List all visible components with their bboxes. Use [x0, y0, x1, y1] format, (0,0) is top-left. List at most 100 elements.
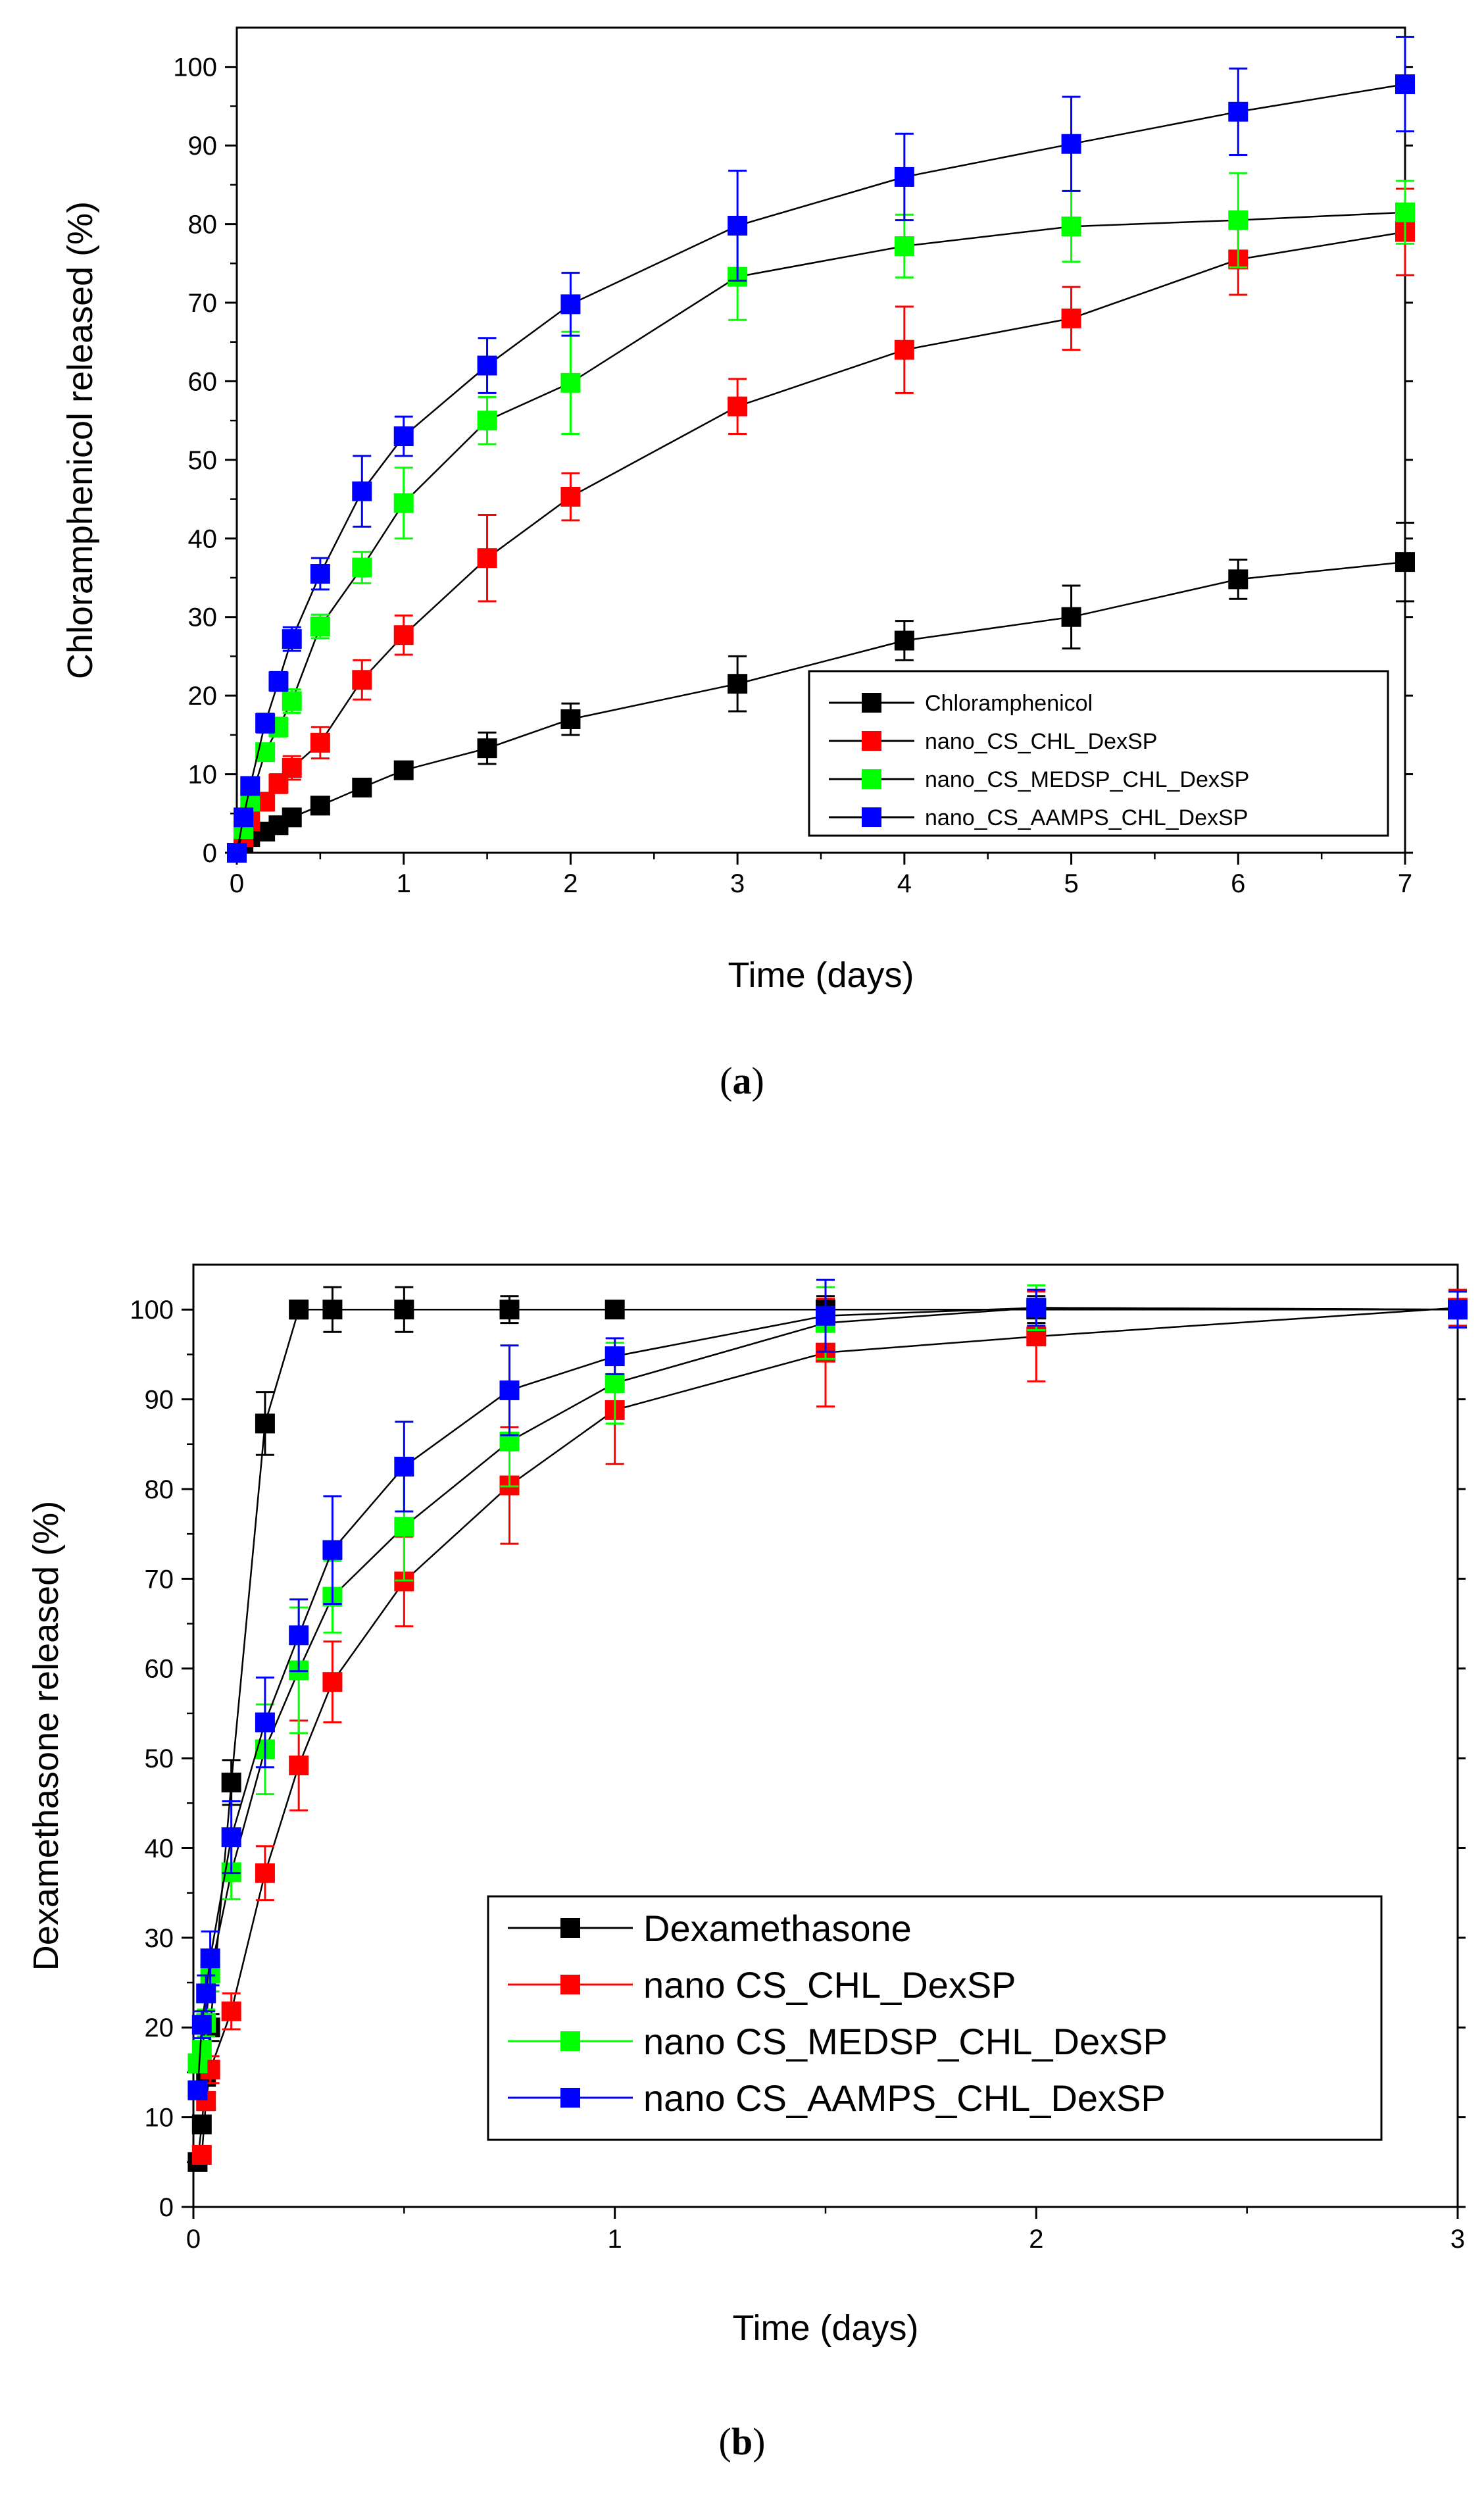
- y-tick-label: 60: [145, 1655, 174, 1684]
- y-tick-label: 50: [145, 1744, 174, 1773]
- data-point: [310, 796, 330, 816]
- data-point: [816, 1305, 835, 1326]
- y-axis-label: Dexamethasone released (%): [26, 1501, 66, 1971]
- y-tick-label: 90: [145, 1386, 174, 1415]
- data-point: [289, 1625, 309, 1646]
- data-point: [200, 1948, 220, 1969]
- caption-b: (b): [719, 2420, 766, 2463]
- x-tick-label: 2: [563, 869, 578, 898]
- legend-label: nano CS_MEDSP_CHL_DexSP: [643, 2021, 1168, 2062]
- data-point: [352, 481, 372, 501]
- y-tick-label: 0: [203, 839, 217, 868]
- x-tick-label: 3: [1450, 2225, 1465, 2254]
- series-Chloramphenicol: [227, 521, 1415, 863]
- y-tick-label: 100: [130, 1296, 174, 1325]
- data-point: [322, 1672, 343, 1692]
- legend-marker: [862, 693, 881, 713]
- data-point: [1448, 1300, 1468, 1320]
- data-point: [728, 396, 748, 417]
- y-tick-label: 100: [173, 53, 217, 82]
- x-tick-label: 7: [1398, 869, 1412, 898]
- legend-marker: [560, 1918, 580, 1938]
- data-point: [255, 1863, 275, 1883]
- x-tick-label: 5: [1064, 869, 1078, 898]
- data-point: [1395, 552, 1415, 572]
- data-point: [191, 2015, 212, 2035]
- data-point: [605, 1300, 625, 1320]
- data-point: [221, 1827, 241, 1848]
- series-line: [235, 83, 1406, 853]
- data-point: [894, 630, 914, 651]
- data-point: [322, 1540, 343, 1560]
- data-point: [394, 1517, 414, 1537]
- legend-label: nano CS_AAMPS_CHL_DexSP: [643, 2077, 1166, 2119]
- x-tick-label: 1: [397, 869, 411, 898]
- x-axis-label: Time (days): [728, 955, 914, 995]
- legend-marker: [560, 2088, 580, 2108]
- caption-a-letter: a: [733, 1059, 752, 1102]
- y-tick-label: 20: [145, 2013, 174, 2042]
- y-tick-label: 80: [188, 211, 218, 240]
- y-tick-label: 50: [188, 446, 218, 475]
- y-tick-label: 60: [188, 367, 218, 396]
- data-point: [255, 1712, 275, 1733]
- x-tick-label: 4: [897, 869, 912, 898]
- data-point: [477, 411, 497, 431]
- y-tick-label: 30: [145, 1924, 174, 1953]
- series-nano_CS_AAMPS_CHL_DexSP: [227, 36, 1415, 863]
- data-point: [310, 617, 330, 637]
- data-point: [196, 1983, 216, 2004]
- data-point: [477, 738, 497, 759]
- x-axis-label: Time (days): [732, 2308, 918, 2348]
- legend-label: nano_CS_AAMPS_CHL_DexSP: [925, 805, 1248, 830]
- data-point: [894, 340, 914, 360]
- legend-label: nano_CS_CHL_DexSP: [925, 729, 1157, 754]
- data-point: [282, 629, 302, 649]
- y-tick-label: 10: [188, 761, 218, 790]
- y-tick-label: 0: [159, 2193, 174, 2222]
- x-tick-label: 3: [730, 869, 745, 898]
- series-nano CS_AAMPS_CHL_DexSP: [187, 1279, 1468, 2100]
- data-point: [255, 713, 276, 733]
- data-point: [393, 760, 414, 780]
- legend-label: Chloramphenicol: [925, 691, 1093, 716]
- data-point: [728, 674, 748, 694]
- data-point: [310, 564, 330, 584]
- data-point: [499, 1380, 520, 1400]
- data-point: [1395, 74, 1415, 94]
- legend-marker: [862, 769, 881, 789]
- x-tick-label: 2: [1029, 2225, 1043, 2254]
- data-point: [191, 2040, 212, 2060]
- legend-label: nano_CS_MEDSP_CHL_DexSP: [925, 767, 1249, 792]
- data-point: [560, 294, 581, 315]
- y-tick-label: 90: [188, 132, 218, 161]
- legend-marker: [862, 807, 881, 827]
- data-point: [289, 1756, 309, 1776]
- data-point: [234, 807, 254, 828]
- data-point: [1026, 1298, 1047, 1318]
- y-tick-label: 10: [145, 2104, 174, 2133]
- legend-label: Dexamethasone: [643, 1908, 912, 1949]
- y-tick-label: 70: [188, 289, 218, 318]
- data-point: [191, 2144, 212, 2165]
- data-point: [352, 557, 372, 578]
- data-point: [894, 236, 914, 257]
- legend-marker: [560, 1975, 580, 1994]
- data-point: [1061, 607, 1081, 627]
- data-point: [1228, 569, 1249, 590]
- legend-marker: [560, 2031, 580, 2051]
- data-point: [1061, 134, 1081, 154]
- y-tick-label: 80: [145, 1475, 174, 1504]
- y-axis-label: Chloramphenicol released (%): [61, 201, 100, 679]
- data-point: [322, 1300, 343, 1320]
- caption-a: (a): [720, 1059, 764, 1102]
- data-point: [394, 1300, 414, 1320]
- chart-panel-b: 0 10 20 30 40 50 60 70 80 90 100 0 1 2 3 Time (days) Dex…: [26, 1263, 1468, 2348]
- legend-box: [487, 1895, 1383, 2141]
- legend: Chloramphenicol nano_CS_CHL_DexSP nano_CS_…: [808, 670, 1389, 837]
- data-point: [605, 1373, 625, 1394]
- data-point: [227, 843, 247, 863]
- data-point: [1228, 101, 1249, 122]
